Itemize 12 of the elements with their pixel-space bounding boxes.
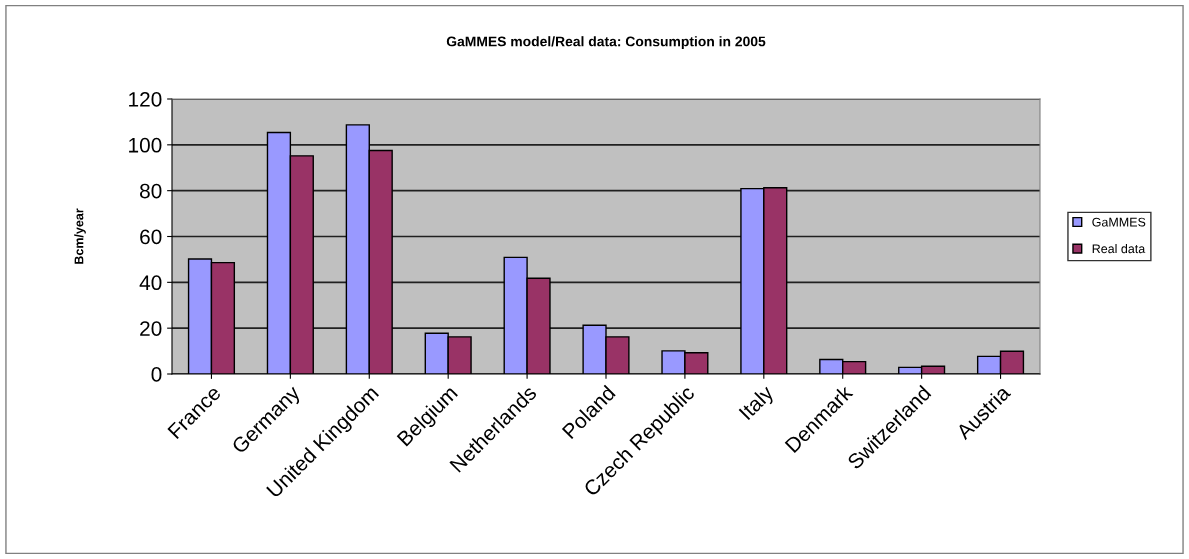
y-tick-label: 80 [140,183,162,199]
y-tick-label: 100 [129,137,162,153]
y-axis-title: Bcm/year [74,208,86,264]
x-tick-label: Italy [738,383,778,424]
y-tick-label: 40 [139,275,162,291]
legend-label: Real data [1092,244,1146,254]
y-tick-label: 0 [151,367,162,382]
y-tick-label: 20 [140,321,162,336]
legend-label: GaMMES [1092,217,1146,227]
y-tick-label: 60 [140,229,162,245]
chart-title: GaMMES model/Real data: Consumption in 2005 [446,36,766,50]
y-tick-label: 120 [129,92,162,107]
